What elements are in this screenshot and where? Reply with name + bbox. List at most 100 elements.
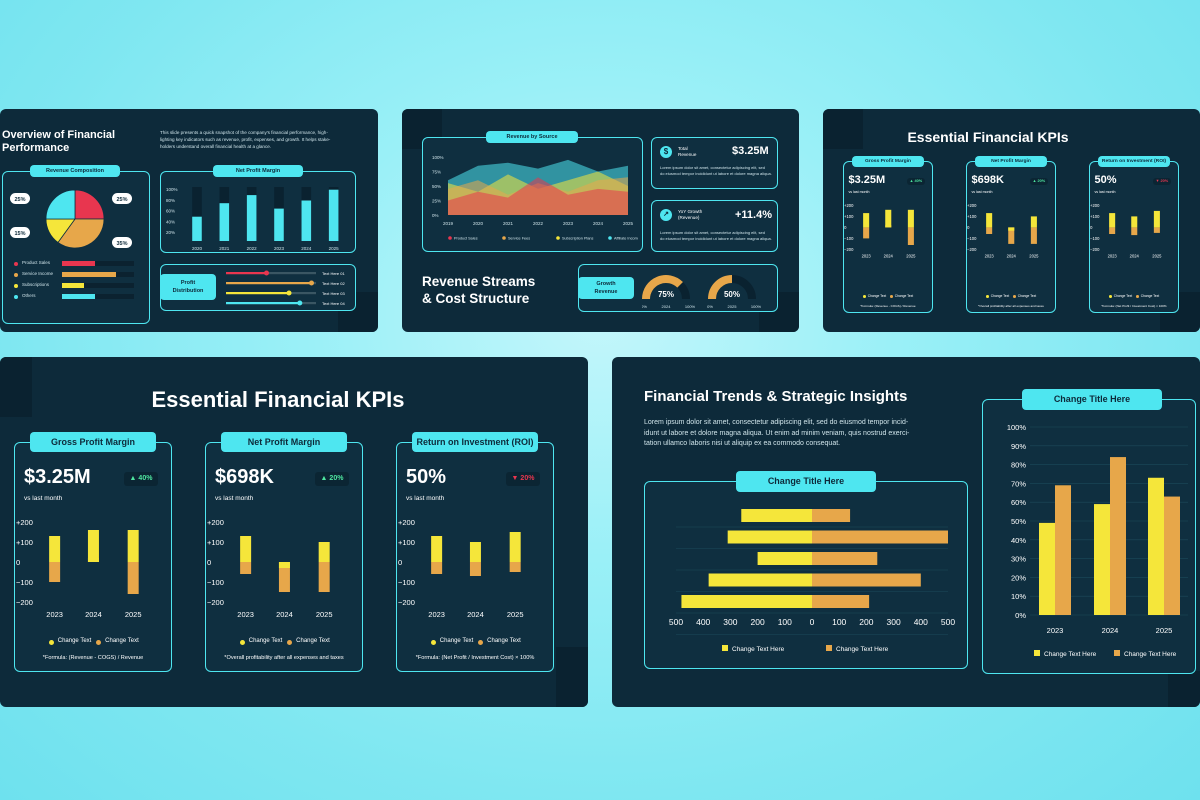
x-tick: 2025 [1029, 253, 1039, 258]
y-tick: 0 [398, 558, 402, 567]
legend-label: Change Text [439, 638, 474, 644]
legend-dot [48, 640, 54, 645]
kpi-bar-orange [1153, 226, 1160, 233]
legend-fill [62, 283, 85, 288]
kpi-bar-orange [318, 562, 330, 592]
y-tick: 80% [1011, 461, 1026, 470]
slide-kpi-small[interactable]: Essential Financial KPIs Gross Profit Ma… [823, 109, 1200, 332]
x-tick: 2023 [237, 610, 254, 619]
corner-decoration [0, 357, 32, 417]
slider-fill [226, 282, 312, 285]
y-tick: 40% [1011, 536, 1026, 545]
gauge-year: 2024 [662, 304, 672, 309]
dollar-icon: $ [660, 146, 672, 158]
slider-label: Text Here 03 [322, 291, 345, 296]
total-revenue-label: Total Revenue [678, 146, 697, 157]
yoy-growth-label: YoY Growth (Revenue) [678, 209, 703, 220]
npm-bar [219, 203, 230, 241]
x-tick: 2020 [192, 246, 203, 251]
y-tick: 25% [432, 199, 441, 204]
slide-overview[interactable]: Overview of Financial Performance This sl… [0, 109, 378, 332]
vbar-orange [1164, 496, 1180, 615]
slide-revenue-streams[interactable]: Revenue by Source 100% 75% 50% 25% 0% 2019 202… [402, 109, 799, 332]
slider-knob [309, 280, 314, 286]
x-tick: 2025 [1156, 626, 1173, 635]
kpi-bar-chart: +200 +100 0 −100 −200 2023 2024 2025 [207, 518, 333, 619]
legend-dot [608, 236, 612, 240]
y-tick: −200 [967, 247, 977, 252]
kpi-value: $698K [971, 174, 1004, 187]
kpi-bar-chart: +200 +100 0 −100 −200 2023 2024 2025 [967, 203, 1039, 259]
kpi-badge: ▲ 40% [906, 177, 926, 186]
hbar-yellow [681, 595, 812, 608]
legend-label: Change Text Here [1124, 651, 1177, 658]
kpi-card-title: Gross Profit Margin [852, 155, 924, 167]
kpi-bar-yellow [907, 209, 914, 227]
x-tick: 2025 [507, 610, 524, 619]
slide-kpi-large[interactable]: Essential Financial KPIs Gross Profit Ma… [0, 357, 588, 707]
kpi-bar-yellow [1131, 215, 1138, 227]
y-tick: +200 [16, 518, 33, 527]
x-tick: 2024 [301, 246, 312, 251]
gauge-min: 0% [707, 304, 713, 309]
slider-label: Text Here 04 [322, 301, 345, 306]
kpi-badge: ▲ 20% [315, 472, 349, 486]
legend-label: Change Text Here [732, 646, 785, 653]
hbar-orange [812, 552, 878, 565]
x-tick: 2024 [1102, 626, 1119, 635]
kpi-bar-yellow [318, 542, 330, 562]
x-tick: 2022 [247, 246, 258, 251]
hbar-orange [812, 573, 921, 587]
kpi-bar-orange [907, 226, 914, 245]
vbar-yellow [1039, 522, 1055, 615]
legend-label: Service Income [22, 271, 54, 276]
kpi-badge: ▼ 20% [1152, 177, 1172, 186]
slider-fill [226, 292, 289, 295]
kpi-bar-chart: +200 +100 0 −100 −200 2023 2024 2025 [844, 203, 916, 259]
kpi-badge: ▲ 20% [1029, 177, 1049, 186]
legend-row: Others [14, 292, 138, 303]
kpi-formula: *Overall profitability after all expense… [224, 655, 344, 661]
legend-dot [1135, 295, 1139, 299]
y-tick: 100% [1007, 423, 1027, 432]
kpi-bar-yellow [87, 530, 99, 562]
y-tick: −200 [1090, 247, 1100, 252]
legend-fill [62, 294, 95, 299]
hbar-yellow [708, 573, 812, 587]
kpi-bar-orange [278, 562, 290, 592]
y-tick: 100% [166, 187, 178, 192]
kpi-value: $3.25M [24, 466, 91, 488]
slide1-description: This slide presents a quick snapshot of … [160, 130, 331, 149]
yoy-growth-value: +11.4% [735, 209, 773, 221]
trend-up-icon: ↗ [660, 209, 672, 221]
kpi-card-title: Return on Investment (ROI) [411, 432, 539, 452]
pie-label-pill [112, 237, 132, 248]
y-tick: +100 [844, 214, 854, 219]
gauge-fill [642, 275, 683, 300]
legend-dot [14, 284, 18, 288]
x-tick: 2025 [623, 221, 634, 226]
slide-financial-trends[interactable]: Financial Trends & Strategic Insights Lo… [612, 357, 1200, 707]
kpi-card-title: Return on Investment (ROI) [1098, 155, 1170, 167]
x-tick: 2023 [1108, 253, 1118, 258]
kpi-formula: *Formula: (Net Profit / Investment Cost)… [415, 655, 535, 661]
kpi-subtext: vs last month [406, 495, 445, 502]
x-tick: 2023 [1047, 626, 1064, 635]
kpi-subtext: vs last month [971, 190, 993, 195]
slider-knob [286, 290, 292, 296]
kpi-bar-orange [1131, 226, 1138, 235]
kpi-bar-orange [509, 562, 521, 572]
y-tick: −200 [844, 247, 854, 252]
total-revenue-value: $3.25M [732, 145, 769, 157]
x-tick: 2025 [329, 246, 340, 251]
legend-label: Change Text [248, 638, 283, 644]
kpi-bar-chart: +200 +100 0 −100 −200 2023 2024 2025 [398, 518, 524, 619]
kpi-formula: *Formula: (Net Profit / Investment Cost)… [1101, 303, 1167, 308]
y-tick: −100 [207, 578, 224, 587]
revenue-by-source-title: Revenue by Source [486, 131, 578, 143]
x-tick: 2019 [443, 221, 454, 226]
kpi-subtext: vs last month [1094, 190, 1116, 195]
legend-label: Service Fees [508, 237, 530, 241]
kpi-card-title: Net Profit Margin [220, 432, 348, 452]
x-tick: 2023 [428, 610, 445, 619]
